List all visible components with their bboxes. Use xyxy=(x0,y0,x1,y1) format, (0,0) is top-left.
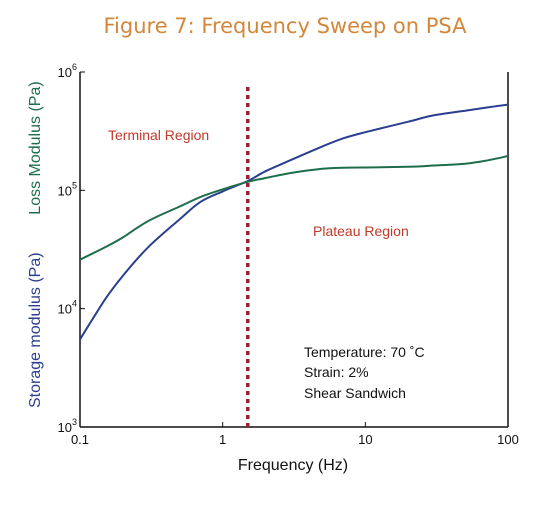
series-layer xyxy=(79,103,509,340)
info-temperature: Temperature: 70 ˚C xyxy=(304,344,425,360)
y-tick-base: 10 xyxy=(58,302,72,317)
y-tick-base: 10 xyxy=(58,65,72,80)
y-axis-label-group: Storage modulus (Pa) Loss Modulus (Pa) xyxy=(27,81,44,408)
y-tick-base: 10 xyxy=(58,183,72,198)
y-tick-label: 105 xyxy=(58,180,77,198)
y-axis-label-loss: Loss Modulus (Pa) xyxy=(27,81,44,214)
y-tick-label: 106 xyxy=(58,62,77,80)
y-tick-exponent: 3 xyxy=(72,417,77,427)
x-tick-label: 0.1 xyxy=(71,432,89,447)
y-tick-label: 103 xyxy=(58,417,77,435)
chart-title: Figure 7: Frequency Sweep on PSA xyxy=(104,14,468,38)
x-tick-label: 10 xyxy=(358,432,372,447)
y-tick-label: 104 xyxy=(58,299,77,317)
svg-text:Storage modulus (Pa) Los: Storage modulus (Pa) Loss Modulus (Pa) xyxy=(27,81,44,408)
y-tick-exponent: 4 xyxy=(72,299,77,309)
annotation-terminal-region: Terminal Region xyxy=(108,127,209,143)
info-shear-sandwich: Shear Sandwich xyxy=(304,385,406,401)
y-tick-exponent: 5 xyxy=(72,180,77,190)
y-axis-label-storage: Storage modulus (Pa) xyxy=(27,252,44,408)
storage-modulus-line xyxy=(79,103,509,340)
loss-modulus-line xyxy=(79,155,509,261)
x-tick-label: 1 xyxy=(219,432,226,447)
x-axis-label: Frequency (Hz) xyxy=(238,457,348,474)
annotation-plateau-region: Plateau Region xyxy=(313,223,409,239)
x-tick-label: 100 xyxy=(497,432,519,447)
y-tick-base: 10 xyxy=(58,420,72,435)
info-strain: Strain: 2% xyxy=(304,364,369,380)
y-tick-exponent: 6 xyxy=(72,62,77,72)
